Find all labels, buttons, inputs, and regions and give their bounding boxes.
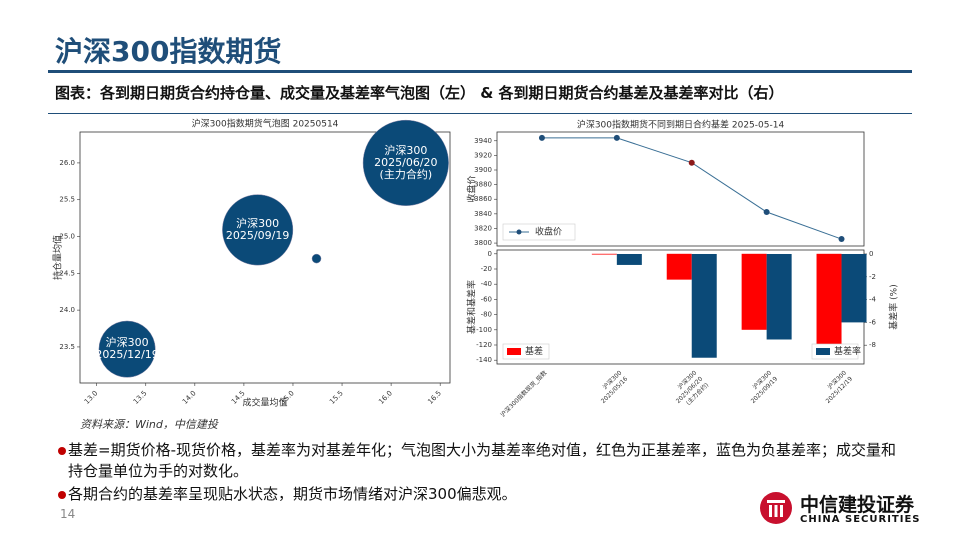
bubble-label: 2025/09/19	[226, 229, 289, 242]
bar	[666, 253, 692, 280]
axis-label: 基差和基差率	[466, 280, 478, 334]
axis-label: 基差率 (%)	[888, 284, 900, 329]
bar	[766, 253, 792, 340]
axis-label: 持仓量均值	[52, 235, 64, 280]
bubble-label: 2025/06/20	[374, 156, 437, 169]
x-tick-label: 16.0	[377, 389, 394, 406]
legend-swatch	[816, 348, 830, 355]
point	[838, 236, 845, 243]
bar	[841, 253, 867, 323]
bubble-label: (主力合约)	[380, 167, 433, 181]
bubble	[222, 194, 294, 266]
x-tick-label: 16.5	[426, 389, 443, 406]
legend-box	[811, 343, 859, 360]
x-tick-label: 15.5	[328, 389, 345, 406]
caption-rule	[48, 113, 912, 114]
x-tick-label: 13.5	[132, 389, 149, 406]
source: 资料来源：Wind，中信建投	[80, 418, 218, 431]
legend-marker	[516, 229, 522, 235]
bubble	[311, 253, 322, 264]
y-tick-label: 3840	[474, 210, 492, 218]
chart-title: 沪深300指数期货气泡图 20250514	[192, 118, 339, 130]
point	[763, 209, 770, 216]
legend-swatch	[507, 348, 521, 355]
y-tick-label: 3820	[474, 224, 492, 232]
page-number: 14	[60, 507, 76, 521]
title-rule	[48, 70, 912, 73]
chart-title: 沪深300指数期货不同到期日合约基差 2025-05-14	[577, 119, 785, 131]
x-tick-label: 13.0	[83, 389, 100, 406]
y-tick-label: 25.0	[59, 233, 75, 241]
logo-icon	[760, 492, 792, 524]
y-tick-label: -6	[869, 318, 877, 326]
y-tick-label: 24.5	[59, 269, 75, 277]
bullet-text: 基差=期货价格-现货价格，基差率为对基差年化；气泡图大小为基差率绝对值，红色为正…	[68, 441, 896, 480]
y-tick-label: -120	[476, 341, 492, 349]
y-tick-label: -40	[481, 280, 492, 288]
y-tick-label: 26.0	[59, 159, 75, 167]
y-tick-label: -60	[481, 295, 492, 303]
bullet-dot	[58, 491, 66, 499]
point	[613, 134, 620, 141]
bullet-list: 基差=期货价格-现货价格，基差率为对基差年化；气泡图大小为基差率绝对值，红色为正…	[58, 440, 908, 505]
legend-label: 基差	[525, 345, 543, 357]
y-tick-label: 24.0	[59, 306, 75, 314]
y-tick-label: -80	[481, 311, 492, 319]
legend-box	[502, 343, 550, 360]
legend-label: 基差率	[834, 345, 861, 357]
axis-label: 收盘价	[466, 175, 478, 202]
bullet-dot	[58, 447, 66, 455]
y-tick-label: -2	[869, 273, 876, 281]
logo-name: 中信建投证券	[800, 494, 915, 516]
x-tick-label: 沪深300指数现货_指数	[499, 369, 549, 419]
y-tick-label: 25.5	[59, 196, 75, 204]
plot-frame	[496, 131, 865, 247]
bar	[616, 253, 642, 265]
y-tick-label: 23.5	[59, 343, 75, 351]
y-tick-label: -20	[481, 265, 492, 273]
legend-box	[502, 223, 576, 241]
y-tick-label: 3800	[474, 239, 492, 247]
bar	[591, 253, 617, 255]
bullet: 基差=期货价格-现货价格，基差率为对基差年化；气泡图大小为基差率绝对值，红色为正…	[58, 440, 908, 482]
y-tick-label: 3900	[474, 166, 492, 174]
bullet: 各期合约的基差率呈现贴水状态，期货市场情绪对沪深300偏悲观。	[58, 484, 908, 505]
bubble-label: 沪深300	[384, 143, 427, 157]
caption: 图表：各到期日期货合约持仓量、成交量及基差率气泡图（左） & 各到期日期货合约基…	[55, 84, 784, 102]
logo-english: CHINA SECURITIES	[800, 514, 921, 525]
bar	[741, 253, 767, 330]
line	[541, 137, 842, 240]
bubble-label: 2025/12/19	[95, 348, 158, 361]
point	[688, 159, 695, 166]
slide-title: 沪深300指数期货	[55, 35, 282, 68]
bubble	[362, 119, 449, 206]
y-tick-label: 0	[488, 250, 492, 258]
y-tick-label: -100	[476, 326, 492, 334]
y-tick-label: 3860	[474, 195, 492, 203]
axis-label: 成交量均值	[242, 397, 287, 409]
legend-label: 收盘价	[535, 226, 562, 238]
y-tick-label: -140	[476, 356, 492, 364]
y-tick-label: 3940	[474, 137, 492, 145]
y-tick-label: 0	[869, 250, 873, 258]
bubble	[98, 320, 156, 378]
y-tick-label: -4	[869, 296, 877, 304]
bubble-label: 沪深300	[106, 335, 149, 349]
bar	[691, 253, 717, 358]
y-tick-label: -8	[869, 341, 876, 349]
bullet-text: 各期合约的基差率呈现贴水状态，期货市场情绪对沪深300偏悲观。	[68, 485, 517, 503]
bubble-label: 沪深300	[236, 216, 279, 230]
bar	[816, 253, 842, 345]
y-tick-label: 3920	[474, 151, 492, 159]
plot-frame	[79, 131, 451, 384]
x-tick-label: 14.0	[181, 389, 198, 406]
point	[538, 134, 545, 141]
y-tick-label: 3880	[474, 181, 492, 189]
